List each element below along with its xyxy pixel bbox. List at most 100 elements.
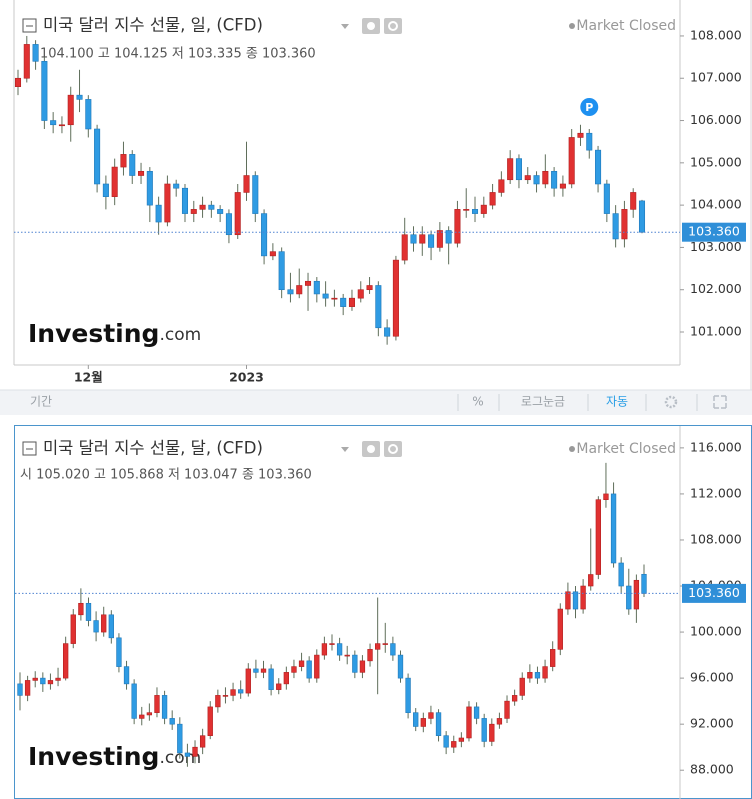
candle-body [340,297,347,307]
candle-body [533,175,540,185]
candle-body [428,712,434,719]
candle-body [23,44,30,79]
settings-icon[interactable] [664,395,678,409]
candle-body [595,149,602,185]
candle-body [76,94,83,100]
candle-body [329,643,335,645]
gear-icon [384,441,402,457]
candle-body [199,204,206,210]
candle-body [94,128,101,185]
y-tick-label: 116.000 [690,439,742,454]
status-dot [569,23,575,29]
candle-body [192,746,198,757]
candle-body [557,608,563,650]
candle-body [626,585,632,610]
candle-body [443,735,449,748]
candle-body [55,677,61,681]
logo-suffix: .com [159,748,201,768]
ohlc-text: 시 105.020 고 105.868 저 103.047 종 103.360 [20,468,312,483]
candle-body [138,170,145,176]
y-tick-label: 108.000 [690,531,742,546]
toolbar-button[interactable]: 로그눈금 [521,395,565,409]
price-tag-label: 103.360 [688,224,740,239]
candle-body [568,137,575,185]
candle-body [435,712,442,736]
candle-body [542,170,549,185]
candle-body [253,668,259,673]
candle-body [154,695,160,713]
candle-body [344,654,350,657]
collapse-icon [22,441,37,456]
y-tick-label: 107.000 [690,70,742,85]
candle-body [496,718,503,725]
candle-body [70,614,76,644]
candle-body [641,573,647,594]
candle-body [428,234,435,248]
logo-suffix: .com [159,325,201,345]
candle-body [550,649,556,667]
candle-body [58,124,65,127]
candle-body [260,668,267,673]
candle-body [458,737,465,742]
market-status: Market Closed [576,18,676,34]
candle-body [397,654,404,679]
candle-body [234,192,241,236]
candle-body [359,660,366,673]
candle-body [586,132,593,151]
candle-body [420,718,426,727]
candle-body [93,620,99,633]
collapse-icon [22,18,37,33]
candle-body [633,579,640,610]
candle-body [283,672,290,685]
candle-body [169,718,175,725]
toolbar-button[interactable]: % [472,395,483,409]
candle-body [222,695,229,697]
candle-body [102,183,109,197]
candle-body [392,259,399,337]
candle-body [155,204,162,223]
candle-body [225,213,232,236]
candle-body [489,723,495,742]
candle-body [519,677,525,696]
candle-body [217,209,224,214]
candle-body [419,234,426,244]
candle-body [78,602,84,616]
chart: 101.000 102.000 103.000 104.000 105.000 106.0… [14,27,746,348]
y-tick-label: 108.000 [690,27,742,42]
fullscreen-icon[interactable] [713,395,727,409]
candle-body [184,752,191,757]
candle-body [305,280,312,286]
toolbar-button[interactable]: 기간 [30,395,52,409]
candle-body [504,700,510,719]
candle-body [489,192,496,206]
chart: 88.00092.00096.000100.000104.000108.0001… [15,439,746,777]
y-tick-label: 102.000 [690,281,742,296]
candle-body [352,654,358,673]
candle-body [466,706,472,739]
toolbar-button[interactable]: 자동 [606,395,628,409]
eye-icon [367,445,375,453]
logo: Investing.com [28,319,201,348]
candle-body [473,706,480,719]
y-tick-label: 104.000 [690,197,742,212]
event-marker [580,97,599,116]
candle-body [17,683,23,696]
candle-body [565,591,571,610]
candle-body [269,251,276,257]
candle-body [40,677,46,685]
gear-icon [384,18,402,34]
x-tick-label: 2023 [229,370,264,385]
event-marker-label: P [585,101,593,114]
candle-body [527,672,533,679]
candle-body [524,175,531,181]
candle-body [559,183,566,189]
candle-body [348,297,355,307]
candle-body [32,677,38,681]
candle-body [208,204,215,210]
candle-body [322,293,329,299]
candle-body [612,213,619,240]
candle-body [306,660,312,679]
candle-body [50,120,57,126]
market-status: Market Closed [576,441,676,457]
y-tick-label: 100.000 [690,624,742,639]
